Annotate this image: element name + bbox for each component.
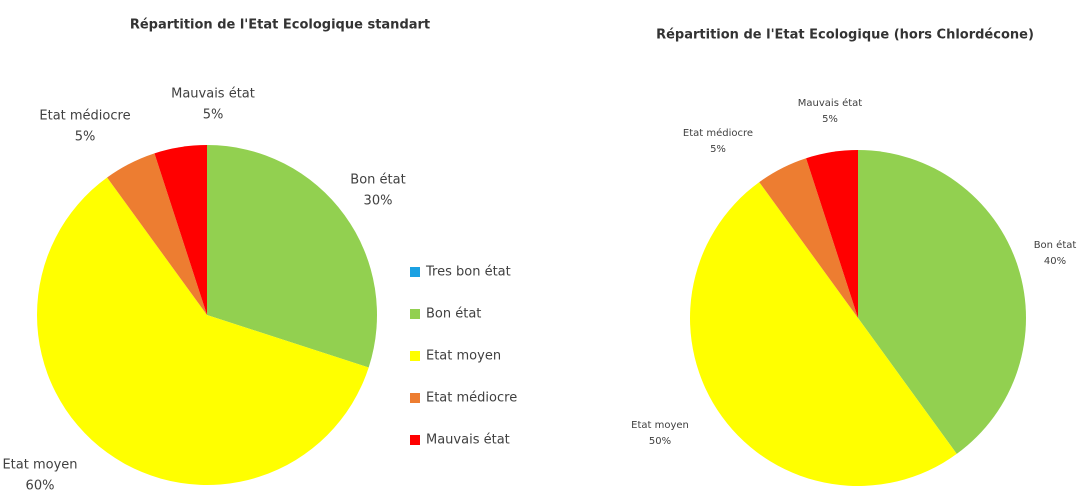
slice-label-value: 60% [26,478,55,493]
pie-slice [806,150,858,318]
legend-swatch [410,267,420,277]
slice-label-value: 40% [1044,256,1066,267]
slice-label-value: 5% [710,144,726,155]
slice-label-name: Etat médiocre [683,127,753,139]
slice-label-name: Bon état [1034,239,1077,251]
legend-swatch [410,393,420,403]
slice-label-name: Etat médiocre [39,109,130,124]
pie-slice [36,177,369,486]
pie-slice [207,145,377,368]
chart-title: Répartition de l'Etat Ecologique standar… [130,18,430,33]
legend-swatch [410,435,420,445]
slice-label-name: Etat moyen [631,420,689,431]
legend-label: Etat médiocre [426,391,517,406]
pie-slice [759,158,858,318]
legend-label: Mauvais état [426,433,510,448]
slice-label-name: Bon état [350,173,405,188]
legend-label: Bon état [426,307,481,322]
slice-label-name: Mauvais état [171,87,255,102]
pie-slice [858,150,1026,454]
slice-label-value: 5% [203,107,224,122]
pie-slice [690,182,957,486]
slice-label-value: 5% [822,114,838,125]
legend-swatch [410,351,420,361]
pie-slice [107,153,207,315]
legend-label: Etat moyen [426,349,501,364]
slice-label-value: 30% [364,193,393,208]
slice-label-value: 5% [75,129,96,144]
legend-label: Tres bon état [425,265,511,280]
legend-swatch [410,309,420,319]
pie-slice [154,145,207,315]
slice-label-name: Etat moyen [2,458,77,473]
slice-label-name: Mauvais état [798,97,863,109]
chart-title: Répartition de l'Etat Ecologique (hors C… [656,28,1034,43]
slice-label-value: 50% [649,436,671,447]
